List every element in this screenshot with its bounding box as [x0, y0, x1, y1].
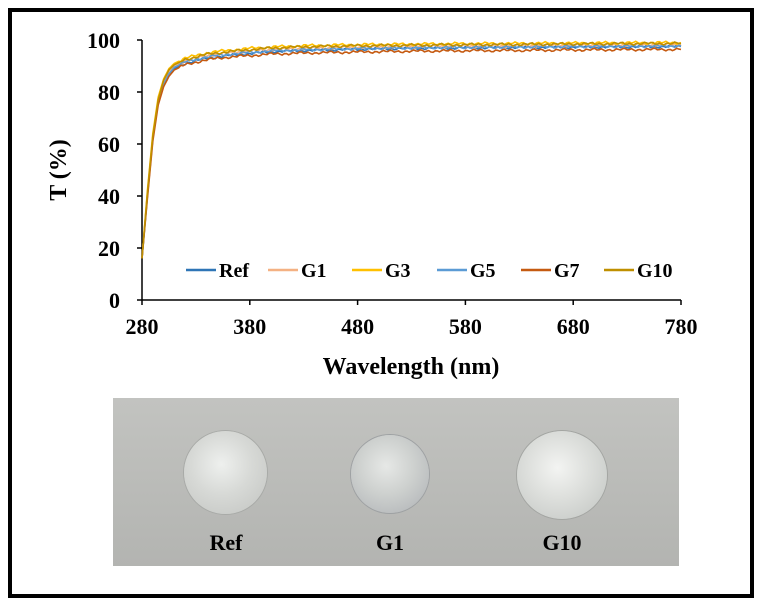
- x-tick-label: 380: [233, 314, 266, 339]
- y-tick-label: 80: [98, 80, 120, 105]
- x-axis-title: Wavelength (nm): [323, 354, 500, 380]
- x-tick-label: 480: [341, 314, 374, 339]
- x-tick-label: 780: [665, 314, 698, 339]
- lens-g10: [517, 431, 607, 519]
- x-tick-label: 580: [449, 314, 482, 339]
- series-line-ref: [141, 44, 682, 259]
- legend-label-g1: G1: [301, 260, 327, 282]
- legend-label-ref: Ref: [219, 260, 249, 282]
- series-line-g3: [141, 40, 682, 259]
- lens-g1: [351, 435, 429, 513]
- y-tick-label: 20: [98, 236, 120, 261]
- series-line-g1: [141, 42, 682, 259]
- series-line-g5: [141, 43, 682, 259]
- legend-label-g10: G10: [637, 260, 673, 282]
- series-line-g10: [141, 41, 682, 259]
- y-tick-label: 100: [87, 28, 120, 53]
- transmittance-chart: 280 380 480 580 680 780 0 20 40 60 80 100 Ref G1 G3 G5…: [46, 28, 698, 380]
- series-lines: [141, 40, 682, 259]
- lens-photo: Ref G1 G10: [113, 398, 679, 566]
- legend: Ref G1 G3 G5 G7 G10: [186, 260, 673, 282]
- series-line-g7: [141, 47, 682, 259]
- legend-label-g5: G5: [470, 260, 496, 282]
- legend-label-g3: G3: [385, 260, 411, 282]
- x-tick-label: 680: [557, 314, 590, 339]
- legend-label-g7: G7: [554, 260, 580, 282]
- y-tick-label: 40: [98, 184, 120, 209]
- photo-label-g10: G10: [542, 530, 582, 555]
- y-tick-label: 60: [98, 132, 120, 157]
- x-tick-label: 280: [126, 314, 159, 339]
- y-tick-label: 0: [109, 288, 120, 313]
- photo-label-ref: Ref: [209, 530, 243, 555]
- y-axis-title: T (%): [46, 139, 72, 201]
- tick-labels: 280 380 480 580 680 780 0 20 40 60 80 100: [87, 28, 698, 339]
- lens-ref: [184, 431, 267, 514]
- photo-label-g1: G1: [375, 530, 405, 555]
